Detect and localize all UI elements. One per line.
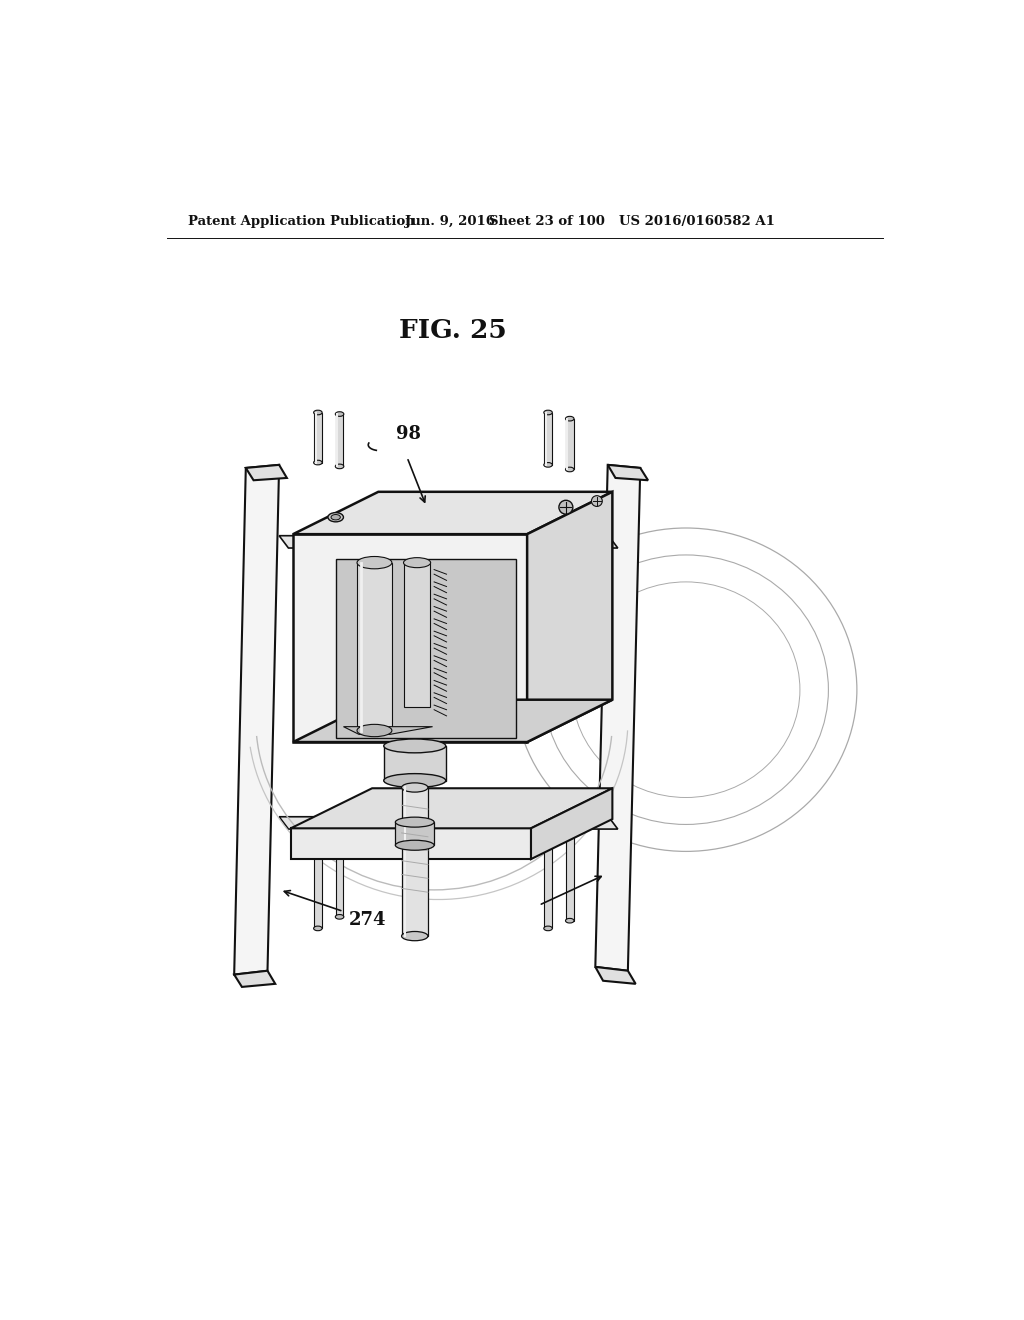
Text: Jun. 9, 2016: Jun. 9, 2016: [406, 215, 496, 227]
Text: 274: 274: [349, 911, 386, 929]
Ellipse shape: [313, 927, 323, 931]
Polygon shape: [293, 535, 527, 742]
Text: Sheet 23 of 100: Sheet 23 of 100: [489, 215, 605, 227]
Polygon shape: [527, 492, 612, 742]
Polygon shape: [234, 465, 280, 974]
Polygon shape: [280, 817, 617, 829]
Polygon shape: [531, 788, 612, 859]
Ellipse shape: [565, 467, 574, 471]
Polygon shape: [384, 746, 445, 780]
Polygon shape: [595, 966, 636, 983]
Polygon shape: [357, 562, 391, 730]
Ellipse shape: [313, 461, 323, 465]
Text: FIG. 25: FIG. 25: [399, 318, 507, 343]
Circle shape: [592, 496, 602, 507]
Ellipse shape: [384, 774, 445, 788]
Ellipse shape: [335, 915, 344, 919]
Ellipse shape: [357, 725, 392, 737]
Polygon shape: [314, 412, 322, 462]
Ellipse shape: [357, 557, 392, 569]
Text: 98: 98: [396, 425, 421, 444]
Polygon shape: [291, 788, 612, 829]
Polygon shape: [403, 562, 430, 708]
Ellipse shape: [384, 739, 445, 752]
Ellipse shape: [331, 515, 340, 520]
Polygon shape: [246, 465, 287, 480]
Polygon shape: [336, 558, 515, 738]
Polygon shape: [291, 829, 531, 859]
Polygon shape: [343, 726, 432, 734]
Polygon shape: [336, 829, 343, 917]
Ellipse shape: [395, 817, 434, 828]
Ellipse shape: [335, 465, 344, 469]
Polygon shape: [607, 465, 648, 480]
Ellipse shape: [401, 932, 428, 941]
Polygon shape: [336, 414, 343, 466]
Polygon shape: [314, 829, 322, 928]
Ellipse shape: [328, 512, 343, 521]
Ellipse shape: [544, 927, 552, 931]
Polygon shape: [401, 788, 428, 936]
Polygon shape: [293, 700, 612, 742]
Polygon shape: [566, 829, 573, 921]
Polygon shape: [293, 492, 612, 535]
Ellipse shape: [565, 919, 574, 923]
Polygon shape: [280, 536, 617, 548]
Ellipse shape: [313, 411, 323, 414]
Ellipse shape: [544, 462, 552, 467]
Ellipse shape: [544, 411, 552, 414]
Ellipse shape: [403, 557, 431, 568]
Polygon shape: [595, 465, 640, 970]
Polygon shape: [566, 418, 573, 470]
Ellipse shape: [335, 412, 344, 416]
Polygon shape: [234, 970, 275, 987]
Ellipse shape: [395, 841, 434, 850]
Text: Patent Application Publication: Patent Application Publication: [188, 215, 415, 227]
Ellipse shape: [401, 783, 428, 792]
Polygon shape: [544, 829, 552, 928]
Polygon shape: [544, 412, 552, 465]
Polygon shape: [395, 822, 434, 845]
Circle shape: [559, 500, 572, 513]
Ellipse shape: [565, 416, 574, 421]
Text: US 2016/0160582 A1: US 2016/0160582 A1: [618, 215, 774, 227]
